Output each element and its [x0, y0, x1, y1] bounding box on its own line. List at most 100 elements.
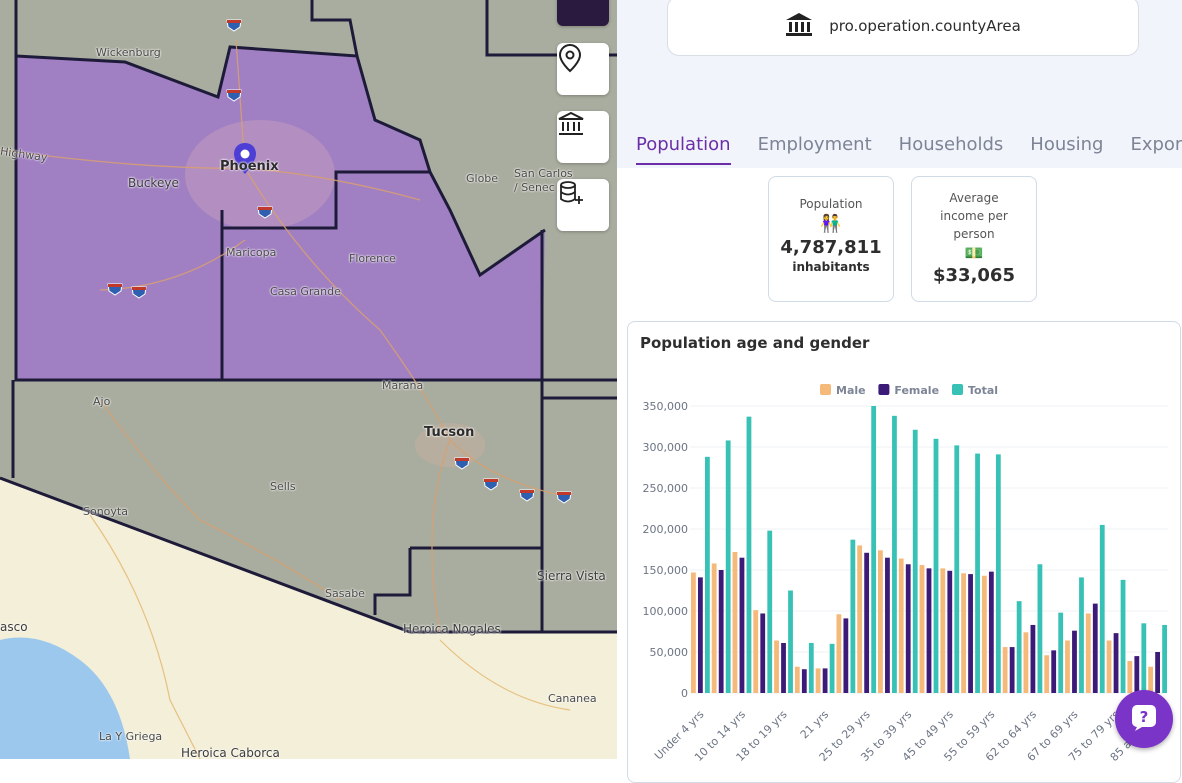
y-tick-label: 150,000: [643, 564, 689, 577]
bar-female: [1051, 650, 1057, 693]
bar-total: [829, 643, 835, 693]
bar-total: [704, 456, 710, 693]
bar-total: [1079, 577, 1084, 693]
bar-female: [885, 557, 890, 693]
stats-panel: pro.operation.countyArea Population Empl…: [617, 0, 1182, 783]
bar-total: [1162, 624, 1168, 693]
map-label: Phoenix: [220, 159, 279, 174]
map-canvas: [0, 0, 617, 759]
bar-female: [697, 577, 703, 693]
bar-female: [988, 571, 994, 693]
population-value: 4,787,811: [780, 237, 882, 258]
bar-male: [753, 610, 759, 693]
map-label: asco: [0, 620, 28, 634]
bar-male: [878, 550, 883, 693]
legend-label: Male: [836, 384, 866, 397]
map-view[interactable]: Wickenburg Phoenix Buckeye Globe San Car…: [0, 0, 617, 759]
bar-male: [1044, 655, 1050, 693]
bar-male: [1002, 647, 1008, 693]
bar-female: [1030, 624, 1036, 693]
bar-female: [718, 570, 724, 693]
tab-export[interactable]: Export: [1130, 134, 1182, 155]
bar-female: [1113, 633, 1119, 693]
map-label: Heroica Nogales: [403, 622, 501, 636]
map-label: Tucson: [424, 425, 475, 440]
map-label: Marana: [382, 379, 424, 392]
y-tick-label: 100,000: [643, 605, 689, 618]
bar-female: [1009, 647, 1015, 693]
map-label: Buckeye: [128, 176, 179, 190]
bar-male: [961, 573, 966, 693]
people-icon: 👫: [820, 214, 842, 234]
bar-total: [975, 453, 980, 693]
population-card: Population 👫 4,787,811 inhabitants: [768, 176, 894, 302]
bar-male: [981, 575, 987, 693]
bar-male: [1127, 661, 1133, 693]
bar-female: [843, 618, 849, 693]
bar-male: [711, 563, 717, 693]
tab-housing[interactable]: Housing: [1030, 134, 1104, 155]
bar-total: [808, 642, 814, 693]
region-select-button[interactable]: [557, 0, 609, 26]
bar-male: [1065, 640, 1070, 693]
bar-total: [1016, 601, 1022, 693]
bar-male: [919, 565, 925, 693]
income-value: $33,065: [933, 265, 1015, 286]
tab-population[interactable]: Population: [636, 134, 731, 165]
map-label: Sierra Vista: [537, 569, 606, 583]
bar-total: [871, 406, 877, 693]
bar-total: [1141, 623, 1147, 693]
y-tick-label: 250,000: [643, 482, 689, 495]
county-area-button[interactable]: [557, 111, 609, 163]
tab-households[interactable]: Households: [898, 134, 1004, 155]
bar-male: [732, 551, 738, 693]
tab-employment[interactable]: Employment: [757, 134, 872, 155]
bar-total: [1099, 524, 1105, 693]
bar-female: [926, 568, 932, 693]
bar-total: [725, 440, 731, 693]
bar-male: [774, 640, 779, 693]
add-data-button[interactable]: [557, 179, 609, 231]
y-tick-label: 350,000: [643, 400, 689, 413]
income-title-line1: Average: [949, 191, 999, 205]
bar-female: [1134, 656, 1140, 693]
location-button[interactable]: [557, 43, 609, 95]
bar-female: [739, 557, 745, 693]
area-label: pro.operation.countyArea: [829, 17, 1021, 35]
bar-total: [1120, 579, 1126, 693]
bar-male: [857, 545, 863, 693]
bar-male: [898, 558, 904, 693]
area-selector[interactable]: pro.operation.countyArea: [667, 0, 1139, 56]
bar-total: [788, 590, 793, 693]
bar-female: [781, 642, 786, 693]
map-label: Maricopa: [226, 246, 277, 259]
income-title-line3: person: [953, 227, 995, 241]
y-tick-label: 50,000: [650, 646, 689, 659]
map-label: Cananea: [548, 692, 597, 705]
bar-total: [892, 415, 897, 693]
age-gender-chart: 0 50,000 100,000 150,000 200,000 250,000 300,0…: [643, 384, 1168, 762]
bar-female: [1072, 630, 1077, 693]
bar-male: [815, 668, 821, 693]
map-label: Casa Grande: [270, 285, 341, 298]
bar-total: [933, 438, 939, 693]
bar-female: [1092, 603, 1098, 693]
tab-bar: Population Employment Households Housing…: [636, 134, 1182, 165]
bar-total: [1058, 612, 1064, 693]
map-label: Sells: [270, 480, 296, 493]
bar-male: [836, 614, 842, 693]
bar-total: [746, 416, 752, 693]
help-chat-button[interactable]: ?: [1115, 690, 1173, 748]
map-label: Heroica Caborca: [181, 746, 280, 759]
bar-total: [1037, 564, 1043, 693]
bar-male: [1023, 632, 1029, 693]
bar-female: [822, 668, 828, 693]
legend-label: Female: [894, 384, 939, 397]
bar-male: [794, 666, 800, 693]
bar-female: [760, 613, 766, 693]
chat-help-icon: ?: [1129, 702, 1159, 736]
income-title-line2: income per: [940, 209, 1008, 223]
money-icon: 💵: [964, 244, 984, 262]
bar-female: [1155, 652, 1161, 693]
population-unit: inhabitants: [792, 260, 870, 274]
